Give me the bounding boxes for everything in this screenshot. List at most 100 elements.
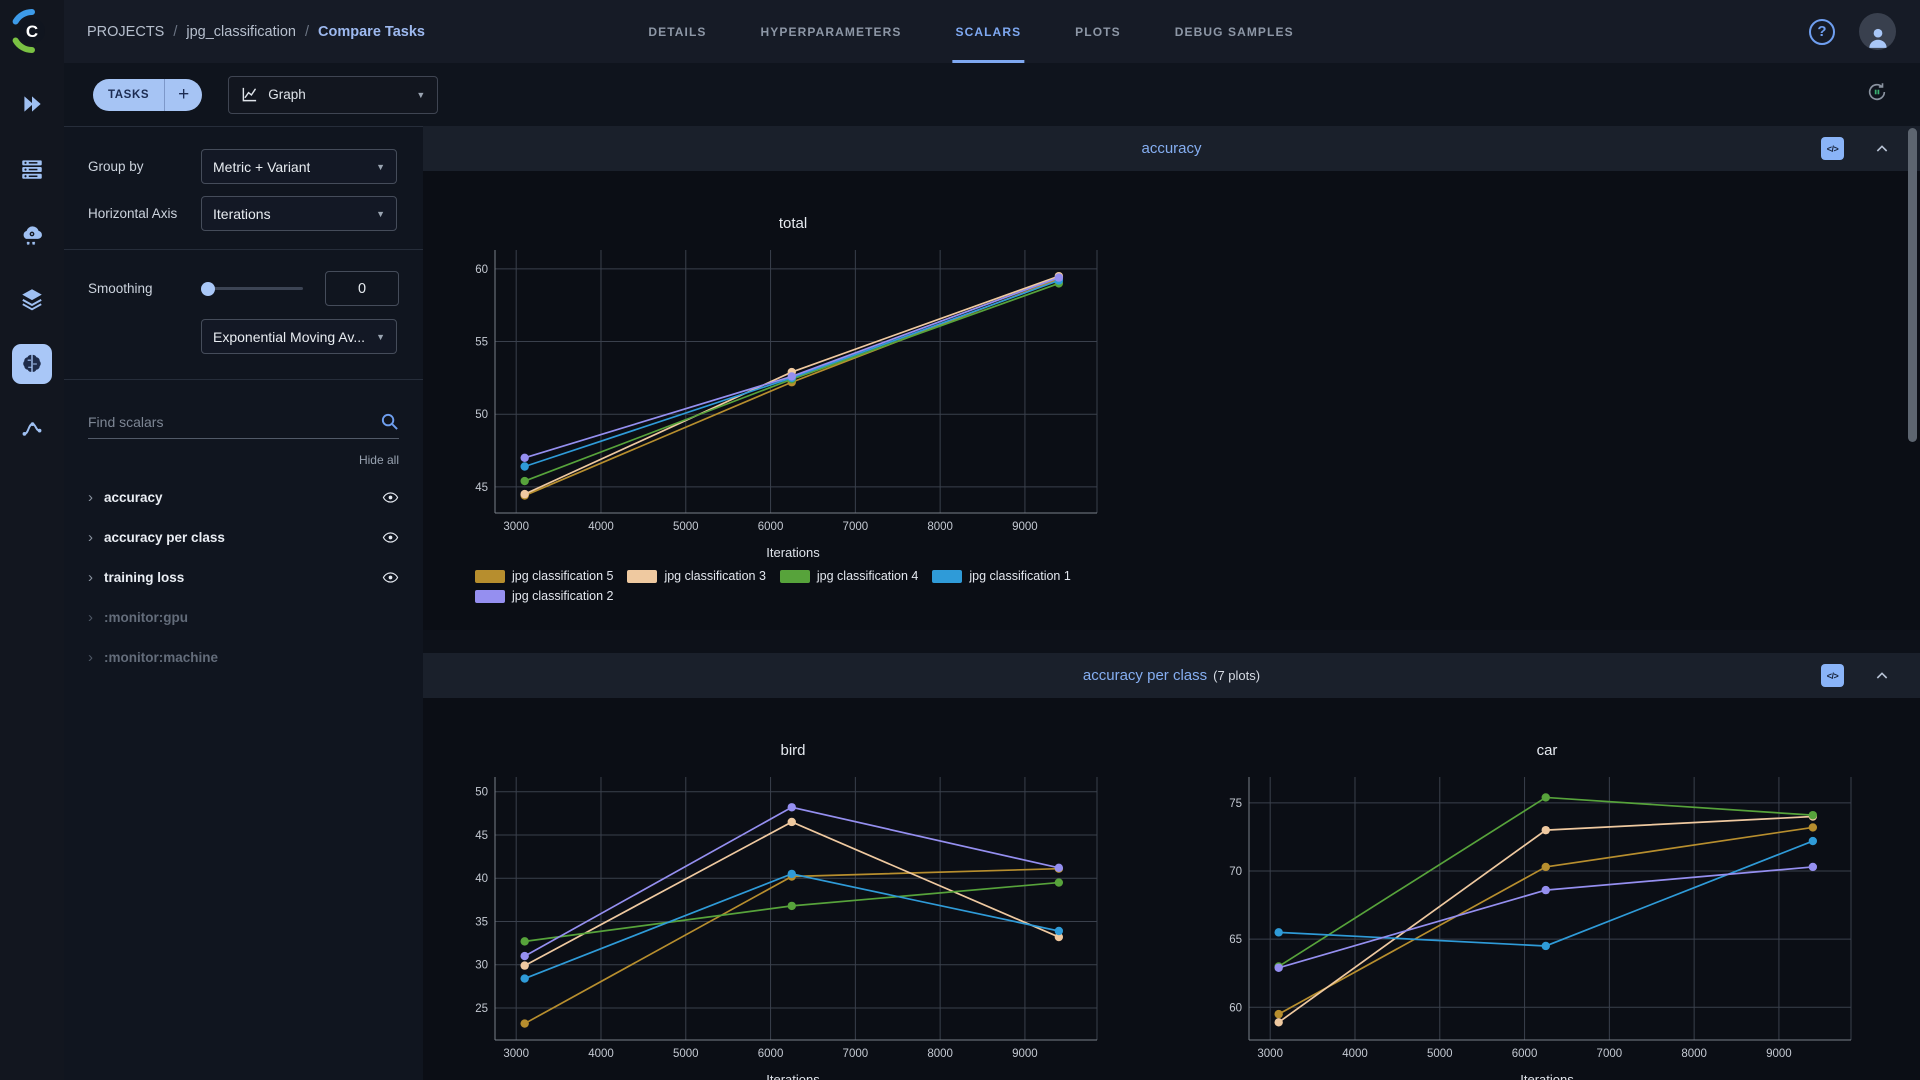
section-title[interactable]: accuracy	[1141, 140, 1202, 157]
svg-text:50: 50	[475, 787, 488, 799]
view-mode-select[interactable]: Graph ▼	[228, 75, 439, 114]
section-header-accuracy: accuracy </>	[423, 126, 1920, 171]
tab-scalars[interactable]: SCALARS	[952, 0, 1025, 63]
chevron-right-icon[interactable]: ›	[88, 568, 93, 586]
tab-hyperparameters[interactable]: HYPERPARAMETERS	[760, 24, 902, 39]
projects-icon[interactable]	[12, 344, 52, 384]
breadcrumb-projects[interactable]: PROJECTS	[87, 23, 165, 40]
legend-swatch	[627, 569, 658, 583]
svg-text:7000: 7000	[843, 1048, 869, 1060]
user-avatar[interactable]	[1859, 13, 1896, 50]
vertical-scrollbar[interactable]	[1908, 128, 1917, 442]
total-chart[interactable]: 3000 4000 5000 6000 7000 8000 9000 45 50 55 60	[449, 240, 1109, 540]
svg-text:70: 70	[1229, 866, 1242, 878]
embed-code-icon[interactable]: </>	[1821, 137, 1844, 160]
plot-xlabel: Iterations	[1520, 1072, 1574, 1080]
svg-text:9000: 9000	[1012, 1048, 1038, 1060]
pipelines-icon[interactable]	[12, 409, 52, 449]
plot-car: car 3000 4000 5000 6000 7000 8000 9000 60 65 70 75…	[1177, 698, 1917, 1080]
clearml-logo[interactable]: C	[9, 8, 55, 54]
legend-swatch	[932, 569, 963, 583]
svg-text:8000: 8000	[927, 1048, 953, 1060]
section-title[interactable]: accuracy per class	[1082, 667, 1208, 684]
legend-item[interactable]: jpg classification 5	[475, 569, 613, 583]
visibility-eye-icon[interactable]	[382, 569, 399, 586]
add-task-button[interactable]: +	[178, 83, 190, 105]
chevron-up-icon[interactable]	[1874, 141, 1890, 157]
metric-row-training-loss[interactable]: › training loss	[64, 557, 423, 597]
tab-details[interactable]: DETAILS	[648, 24, 707, 39]
svg-text:4000: 4000	[588, 1048, 614, 1060]
metric-row-accuracy[interactable]: › accuracy	[64, 477, 423, 517]
svg-text:6000: 6000	[1512, 1048, 1538, 1060]
breadcrumb: PROJECTS / jpg_classification / Compare …	[64, 24, 425, 40]
smoothing-slider[interactable]	[201, 281, 303, 296]
svg-text:9000: 9000	[1012, 521, 1038, 533]
panel-divider	[64, 379, 423, 380]
legend-item[interactable]: jpg classification 3	[627, 569, 766, 583]
chevron-down-icon: ▼	[376, 161, 385, 172]
getting-started-icon[interactable]	[12, 84, 52, 124]
breadcrumb-separator: /	[173, 23, 178, 40]
chevron-up-icon[interactable]	[1874, 668, 1890, 684]
svg-text:5000: 5000	[1427, 1048, 1453, 1060]
legend-item[interactable]: jpg classification 2	[475, 589, 613, 603]
svg-text:4000: 4000	[588, 521, 614, 533]
svg-text:65: 65	[1229, 934, 1242, 946]
metric-row-accuracy-per-class[interactable]: › accuracy per class	[64, 517, 423, 557]
workers-queues-icon[interactable]	[12, 149, 52, 189]
smoothing-value-input[interactable]	[325, 271, 399, 306]
view-toolbar: TASKS + Graph ▼	[64, 63, 1920, 126]
car-chart[interactable]: 3000 4000 5000 6000 7000 8000 9000 60 65 70 75	[1203, 767, 1863, 1067]
datasets-icon[interactable]	[12, 279, 52, 319]
plot-title: bird	[780, 742, 806, 759]
svg-text:3000: 3000	[503, 1048, 529, 1060]
svg-text:8000: 8000	[927, 521, 953, 533]
tab-plots[interactable]: PLOTS	[1075, 24, 1121, 39]
metric-row-monitor-machine[interactable]: › :monitor:machine	[88, 648, 219, 666]
svg-text:6000: 6000	[758, 521, 784, 533]
top-header: PROJECTS / jpg_classification / Compare …	[64, 0, 1920, 63]
panel-divider	[64, 249, 423, 250]
section-gap	[423, 630, 1920, 653]
chevron-right-icon[interactable]: ›	[88, 488, 93, 506]
bird-chart[interactable]: 3000 4000 5000 6000 7000 8000 9000 25 30 35 40 45 50	[449, 767, 1109, 1067]
svg-text:7000: 7000	[843, 521, 869, 533]
horizontal-axis-select[interactable]: Iterations ▼	[201, 196, 397, 231]
chevron-right-icon[interactable]: ›	[88, 648, 93, 666]
chevron-right-icon[interactable]: ›	[88, 608, 93, 626]
metric-row-monitor-gpu[interactable]: › :monitor:gpu	[88, 608, 188, 626]
tasks-selector[interactable]: TASKS +	[93, 78, 203, 111]
tab-debug-samples[interactable]: DEBUG SAMPLES	[1174, 24, 1294, 39]
svg-text:7000: 7000	[1597, 1048, 1623, 1060]
legend-item[interactable]: jpg classification 1	[932, 569, 1071, 583]
search-input[interactable]	[88, 413, 380, 430]
embed-code-icon[interactable]: </>	[1821, 664, 1844, 687]
tasks-label[interactable]: TASKS	[108, 88, 150, 101]
sidebar-rail: C	[0, 0, 64, 1080]
smoothing-method-select[interactable]: Exponential Moving Av... ▼	[201, 319, 397, 354]
visibility-eye-icon[interactable]	[382, 529, 399, 546]
group-by-select[interactable]: Metric + Variant ▼	[201, 149, 397, 184]
help-icon[interactable]: ?	[1809, 18, 1835, 45]
search-icon[interactable]	[380, 412, 399, 431]
slider-thumb[interactable]	[201, 281, 215, 296]
svg-text:6000: 6000	[758, 1048, 784, 1060]
chevron-right-icon[interactable]: ›	[88, 528, 93, 546]
nav-tabs: DETAILS HYPERPARAMETERS SCALARS PLOTS DE…	[621, 0, 1320, 63]
hide-all-button[interactable]: Hide all	[358, 453, 399, 467]
charts-area: accuracy </> total 3000 4000 5000 6000 7000 8…	[423, 126, 1920, 1080]
chevron-down-icon: ▼	[376, 331, 385, 342]
breadcrumb-current-page: Compare Tasks	[318, 23, 425, 40]
svg-text:3000: 3000	[503, 521, 529, 533]
breadcrumb-project-name[interactable]: jpg_classification	[186, 23, 296, 40]
legend-swatch	[779, 569, 810, 583]
auto-refresh-icon[interactable]	[1866, 81, 1888, 108]
svg-text:30: 30	[475, 960, 488, 972]
plot-bird: bird 3000 4000 5000 6000 7000 8000 9000 25 30 35 4…	[423, 698, 1163, 1080]
chevron-down-icon: ▼	[416, 89, 426, 100]
metric-list: › accuracy › accuracy per class › traini…	[64, 477, 423, 677]
legend-item[interactable]: jpg classification 4	[779, 569, 918, 583]
applications-icon[interactable]	[12, 214, 52, 254]
visibility-eye-icon[interactable]	[382, 489, 399, 506]
